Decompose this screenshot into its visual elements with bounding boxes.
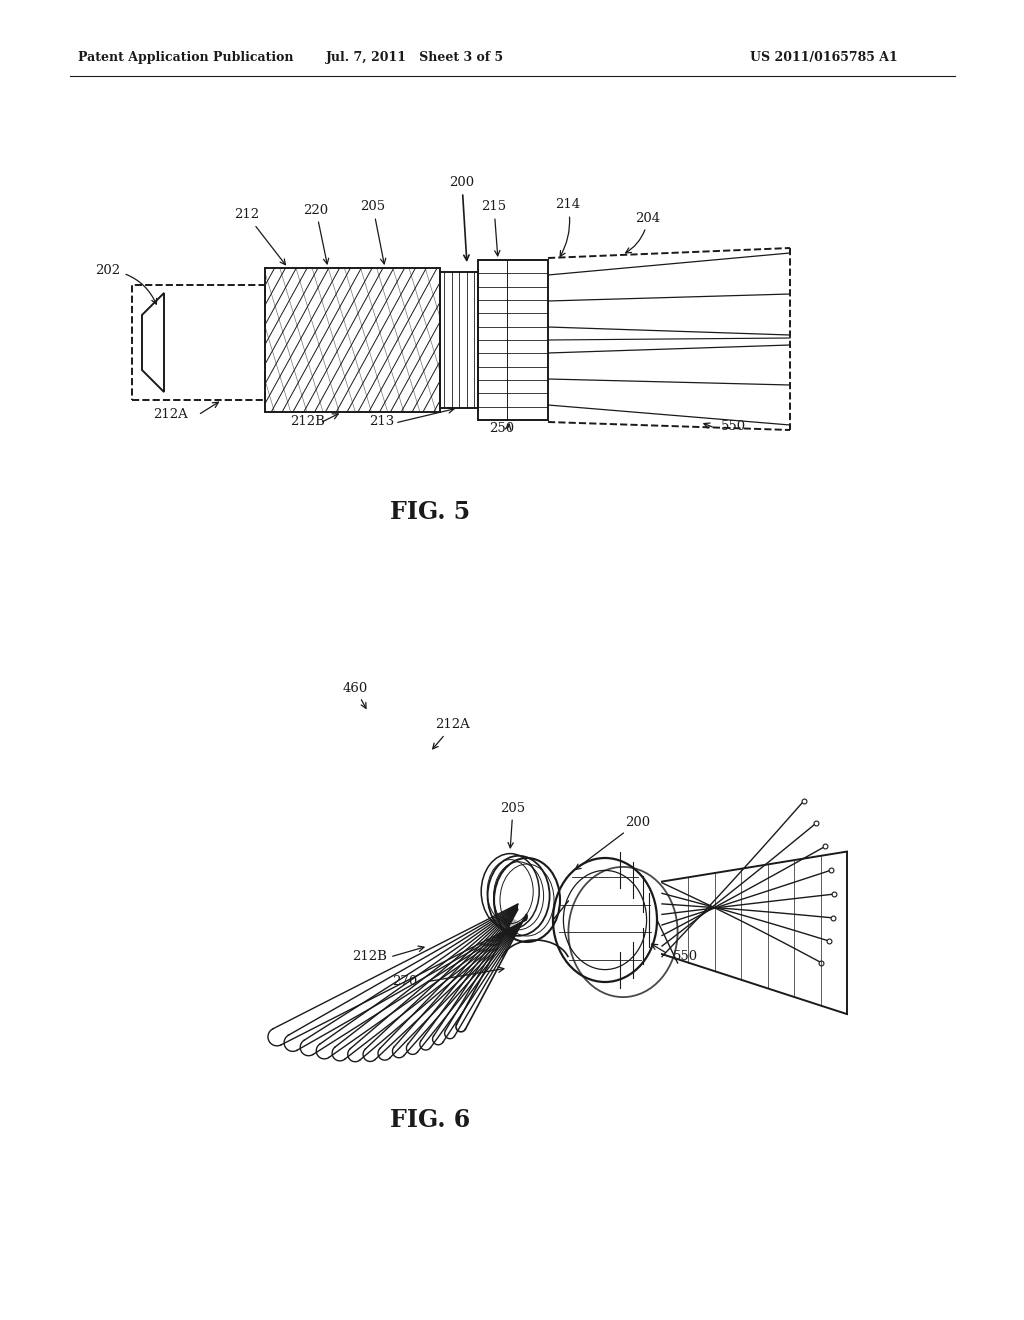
Text: 250: 250 [489,422,515,436]
Bar [132,285,265,400]
Text: 212: 212 [234,209,286,265]
Text: 213: 213 [370,414,394,428]
Text: 212A: 212A [433,718,470,748]
Text: Patent Application Publication: Patent Application Publication [78,51,294,65]
Text: 550: 550 [721,420,745,433]
Text: 205: 205 [501,801,525,847]
Text: US 2011/0165785 A1: US 2011/0165785 A1 [750,51,898,65]
Text: 204: 204 [626,211,660,253]
Text: 270: 270 [392,975,418,987]
Text: 200: 200 [575,816,650,870]
Text: 215: 215 [481,201,507,256]
Bar [265,268,440,412]
Text: 212B: 212B [291,414,326,428]
Bar [440,272,478,408]
Text: Jul. 7, 2011   Sheet 3 of 5: Jul. 7, 2011 Sheet 3 of 5 [326,51,504,65]
Text: 212B: 212B [352,950,387,964]
Text: 202: 202 [95,264,157,304]
Text: 220: 220 [303,203,329,264]
Bar [478,260,548,420]
Text: FIG. 5: FIG. 5 [390,500,470,524]
Text: 460: 460 [342,681,368,709]
Text: 200: 200 [450,177,474,260]
Text: FIG. 6: FIG. 6 [390,1107,470,1133]
Text: 212A: 212A [153,408,187,421]
Text: 205: 205 [360,201,386,264]
Text: 214: 214 [555,198,581,256]
Text: 550: 550 [673,950,697,964]
